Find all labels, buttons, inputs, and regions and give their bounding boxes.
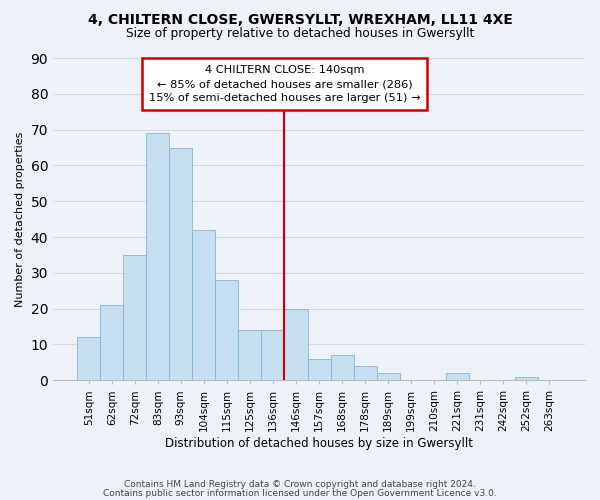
Bar <box>100 305 123 380</box>
X-axis label: Distribution of detached houses by size in Gwersyllt: Distribution of detached houses by size … <box>165 437 473 450</box>
Bar <box>123 255 146 380</box>
Text: Contains HM Land Registry data © Crown copyright and database right 2024.: Contains HM Land Registry data © Crown c… <box>124 480 476 489</box>
Text: 4 CHILTERN CLOSE: 140sqm
← 85% of detached houses are smaller (286)
15% of semi-: 4 CHILTERN CLOSE: 140sqm ← 85% of detach… <box>149 65 420 103</box>
Bar <box>515 376 538 380</box>
Bar <box>169 148 193 380</box>
Text: Contains public sector information licensed under the Open Government Licence v3: Contains public sector information licen… <box>103 490 497 498</box>
Bar <box>215 280 238 380</box>
Bar <box>377 373 400 380</box>
Bar <box>446 373 469 380</box>
Bar <box>353 366 377 380</box>
Bar <box>262 330 284 380</box>
Bar <box>308 359 331 380</box>
Bar <box>284 308 308 380</box>
Bar <box>238 330 262 380</box>
Text: Size of property relative to detached houses in Gwersyllt: Size of property relative to detached ho… <box>126 28 474 40</box>
Y-axis label: Number of detached properties: Number of detached properties <box>15 132 25 307</box>
Bar <box>77 338 100 380</box>
Bar <box>331 355 353 380</box>
Bar <box>146 133 169 380</box>
Bar <box>193 230 215 380</box>
Text: 4, CHILTERN CLOSE, GWERSYLLT, WREXHAM, LL11 4XE: 4, CHILTERN CLOSE, GWERSYLLT, WREXHAM, L… <box>88 12 512 26</box>
